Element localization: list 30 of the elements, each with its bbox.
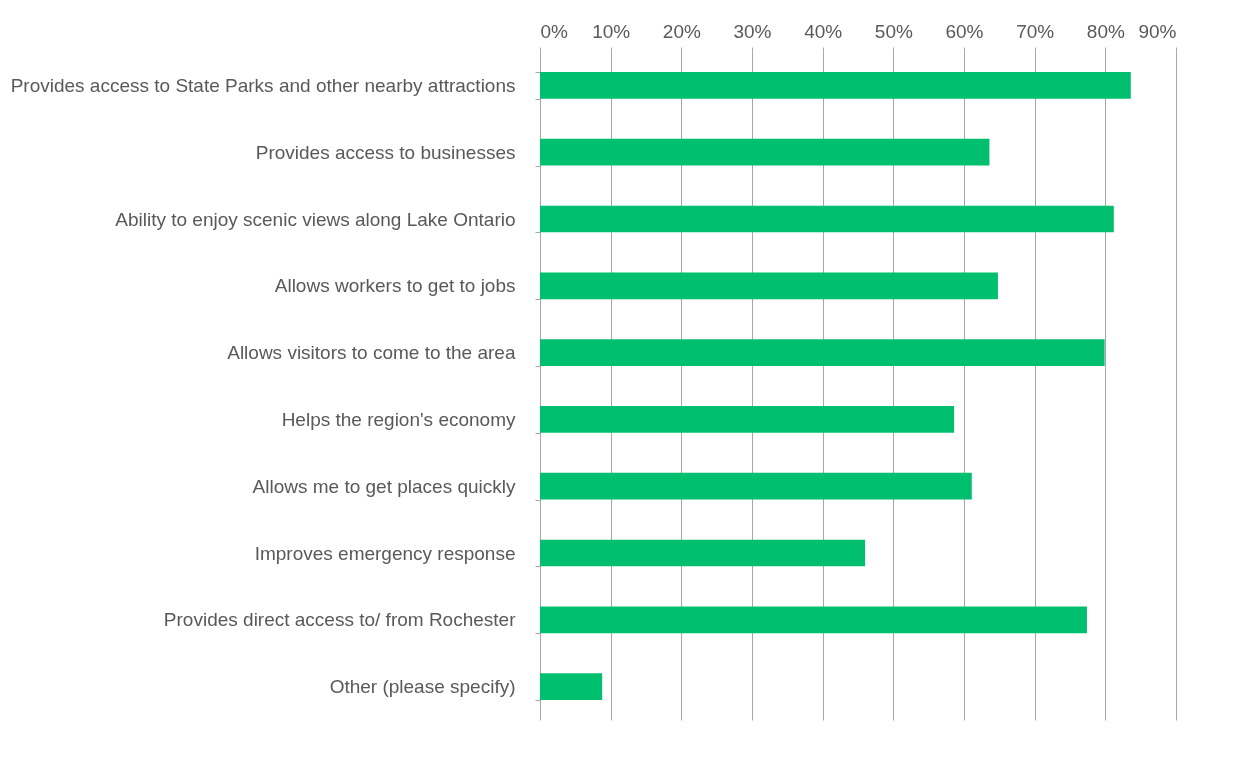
y-tick-label: Allows workers to get to jobs	[274, 275, 516, 297]
x-tick-label: 0%	[540, 20, 569, 42]
y-tick-label: Allows visitors to come to the area	[227, 342, 516, 364]
y-tick-label: Improves emergency response	[254, 542, 516, 564]
bar	[540, 539, 866, 567]
x-tick-label: 10%	[592, 20, 631, 42]
y-tick-label: Provides access to State Parks and other nearby attractions	[10, 74, 516, 96]
x-tick-label: 20%	[662, 20, 701, 42]
bar	[540, 406, 955, 433]
bar	[540, 72, 1131, 99]
y-tick-label: Helps the region's economy	[281, 408, 516, 430]
bar	[540, 272, 998, 300]
bar	[540, 472, 972, 500]
y-tick-label: Allows me to get places quickly	[252, 475, 516, 497]
bar	[540, 606, 1087, 634]
bar	[540, 673, 603, 700]
x-tick-label: 70%	[1016, 20, 1055, 42]
bar	[540, 339, 1105, 366]
y-tick-label: Provides direct access to/ from Rochester	[163, 609, 517, 631]
x-tick-label: 80%	[1086, 20, 1125, 42]
x-tick-label: 40%	[804, 20, 843, 42]
x-tick-label: 30%	[733, 20, 772, 42]
bar	[540, 138, 990, 166]
x-tick-label: 60%	[945, 20, 984, 42]
x-tick-label: 90%	[1138, 20, 1177, 42]
x-tick-label: 50%	[874, 20, 913, 42]
bar	[540, 205, 1114, 233]
y-tick-label: Provides access to businesses	[255, 141, 516, 163]
y-tick-label: Other (please specify)	[329, 676, 516, 698]
y-tick-label: Ability to enjoy scenic views along Lake Ontario	[115, 208, 516, 230]
